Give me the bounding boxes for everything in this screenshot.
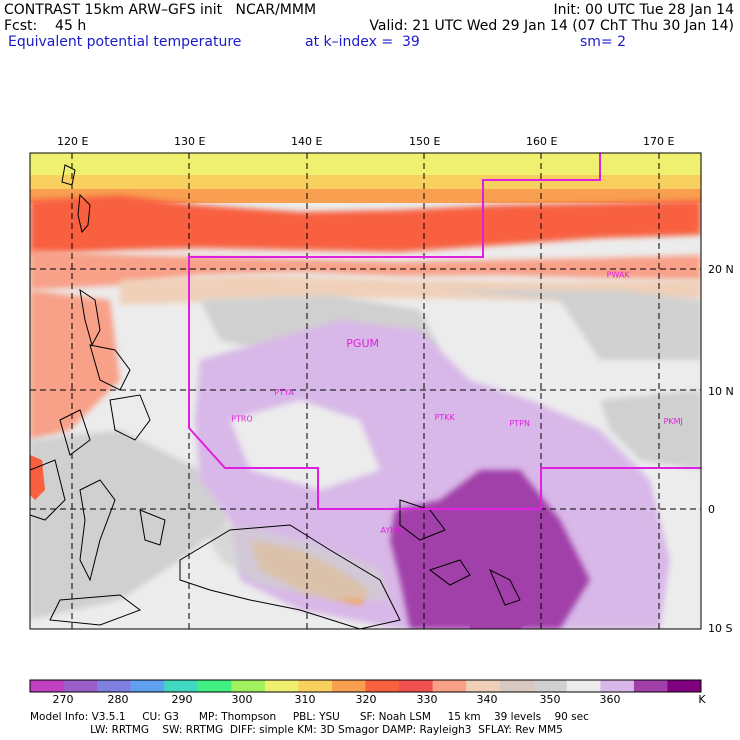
station-layer: PGUM PTYA PTRO PTKK PTPN PKMJ PWAK AYMO <box>231 270 683 535</box>
valid-time: Valid: 21 UTC Wed 29 Jan 14 (07 ChT Thu … <box>369 18 734 34</box>
title-line: CONTRAST 15km ARW–GFS init NCAR/MMM <box>4 2 317 18</box>
colorbar-swatch <box>63 680 98 692</box>
colorbar-frame <box>29 679 702 693</box>
map-frame <box>29 152 702 630</box>
cb-label-320: 320 <box>355 693 377 706</box>
station-label-aymo: AYMO <box>380 526 403 535</box>
level-info: at k–index = 39 <box>305 34 420 50</box>
colorbar-swatch <box>197 680 232 692</box>
station-label-pgum: PGUM <box>346 337 379 350</box>
cb-label-280: 280 <box>107 693 129 706</box>
lat-label-0: 0 <box>708 503 715 516</box>
colorbar-swatch <box>264 680 299 692</box>
boundary-line <box>188 153 701 510</box>
lon-label-140: 140 E <box>291 135 323 148</box>
lat-label-20n: 20 N <box>708 263 734 276</box>
colorbar-swatch <box>600 680 635 692</box>
station-label-ptya: PTYA <box>274 388 294 397</box>
colorbar-swatch <box>667 680 702 692</box>
cb-label-290: 290 <box>171 693 193 706</box>
station-label-pwak: PWAK <box>607 270 631 279</box>
field-name: Equivalent potential temperature <box>8 34 242 50</box>
cb-label-300: 300 <box>231 693 253 706</box>
lon-label-160: 160 E <box>526 135 558 148</box>
colorbar-swatch <box>432 680 467 692</box>
cb-label-340: 340 <box>476 693 498 706</box>
station-label-pkmj: PKMJ <box>664 417 683 426</box>
lat-label-10n: 10 N <box>708 385 734 398</box>
cb-label-360: 360 <box>599 693 621 706</box>
cb-label-330: 330 <box>416 693 438 706</box>
colorbar-swatch <box>633 680 668 692</box>
cb-unit: K <box>698 693 706 706</box>
init-time: Init: 00 UTC Tue 28 Jan 14 <box>553 2 735 18</box>
colorbar-swatch <box>331 680 366 692</box>
colorbar-swatch <box>533 680 568 692</box>
colorbar <box>30 680 702 692</box>
lon-label-130: 130 E <box>174 135 206 148</box>
colorbar-swatch <box>231 680 266 692</box>
colorbar-swatch <box>399 680 434 692</box>
lon-label-170: 170 E <box>643 135 675 148</box>
colorbar-swatch <box>466 680 501 692</box>
cb-label-270: 270 <box>52 693 74 706</box>
cb-label-310: 310 <box>294 693 316 706</box>
lat-label-10s: 10 S <box>708 622 733 635</box>
colorbar-swatch <box>499 680 534 692</box>
station-label-ptkk: PTKK <box>435 413 456 422</box>
colorbar-swatch <box>30 680 65 692</box>
colorbar-swatch <box>164 680 199 692</box>
lon-label-120: 120 E <box>57 135 89 148</box>
forecast-hour: Fcst: 45 h <box>4 18 87 34</box>
colorbar-swatch <box>130 680 165 692</box>
cb-label-350: 350 <box>539 693 561 706</box>
physics-info: LW: RRTMG SW: RRTMG DIFF: simple KM: 3D … <box>30 724 563 736</box>
smoothing-info: sm= 2 <box>580 34 627 50</box>
model-info: Model Info: V3.5.1 CU: G3 MP: Thompson P… <box>30 711 589 723</box>
lon-label-150: 150 E <box>409 135 441 148</box>
colorbar-swatch <box>97 680 132 692</box>
theta-e-field <box>30 153 701 629</box>
station-label-ptpn: PTPN <box>509 419 530 428</box>
colorbar-swatch <box>298 680 333 692</box>
colorbar-swatch <box>365 680 400 692</box>
colorbar-swatch <box>566 680 601 692</box>
station-label-ptro: PTRO <box>231 414 253 423</box>
